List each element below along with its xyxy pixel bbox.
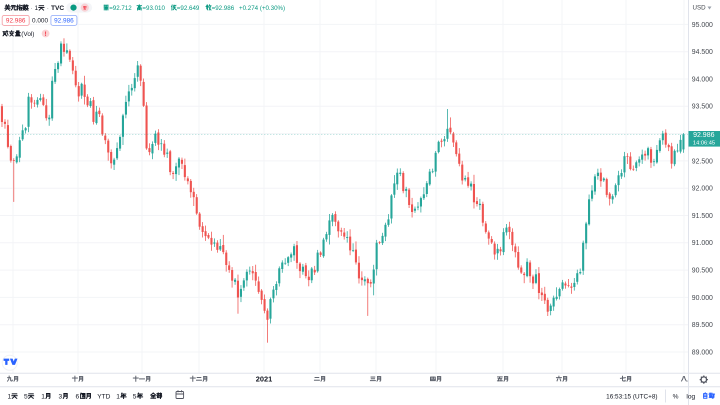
svg-text:=93.010: =93.010	[142, 5, 165, 12]
svg-text:92.986: 92.986	[54, 18, 74, 25]
svg-text:log: log	[686, 393, 695, 400]
svg-text:=92.649: =92.649	[177, 5, 200, 12]
svg-text:5: 5	[133, 393, 137, 400]
svg-text:TVC: TVC	[51, 5, 64, 12]
svg-text:6: 6	[76, 393, 80, 400]
svg-text:1: 1	[116, 393, 120, 400]
svg-text:YTD: YTD	[97, 393, 110, 400]
svg-text:USD: USD	[693, 5, 707, 12]
svg-text:0.000: 0.000	[32, 18, 48, 25]
svg-text:89.000: 89.000	[692, 349, 713, 356]
svg-text:90.500: 90.500	[692, 268, 713, 275]
svg-text:92.500: 92.500	[692, 158, 713, 165]
svg-text:16:53:15 (UTC+8): 16:53:15 (UTC+8)	[606, 393, 657, 400]
svg-text:1: 1	[35, 5, 39, 12]
svg-text:94.500: 94.500	[692, 49, 713, 56]
svg-text:14:06:45: 14:06:45	[693, 140, 715, 146]
svg-text:92.986: 92.986	[6, 18, 26, 25]
svg-text:=92.986: =92.986	[212, 5, 235, 12]
svg-text:2021: 2021	[256, 375, 272, 384]
svg-text:91.000: 91.000	[692, 240, 713, 247]
svg-text:94.000: 94.000	[692, 76, 713, 83]
svg-text:92.986: 92.986	[693, 132, 715, 139]
svg-text:%: %	[673, 393, 679, 400]
svg-text:1: 1	[8, 393, 12, 400]
svg-text:·: ·	[47, 5, 49, 12]
svg-text:·: ·	[30, 5, 32, 12]
svg-text:90.000: 90.000	[692, 295, 713, 302]
svg-text:5: 5	[24, 393, 28, 400]
svg-text:91.500: 91.500	[692, 213, 713, 220]
svg-text:1: 1	[41, 393, 45, 400]
svg-text:+0.274 (+0.30%): +0.274 (+0.30%)	[239, 5, 285, 12]
svg-text:(Vol): (Vol)	[21, 31, 34, 38]
svg-text:93.500: 93.500	[692, 104, 713, 111]
svg-text:!: !	[44, 31, 46, 38]
svg-text:95.000: 95.000	[692, 22, 713, 29]
svg-text:3: 3	[59, 393, 63, 400]
svg-text:=92.712: =92.712	[109, 5, 132, 12]
svg-text:92.000: 92.000	[692, 186, 713, 193]
svg-text:89.500: 89.500	[692, 322, 713, 329]
